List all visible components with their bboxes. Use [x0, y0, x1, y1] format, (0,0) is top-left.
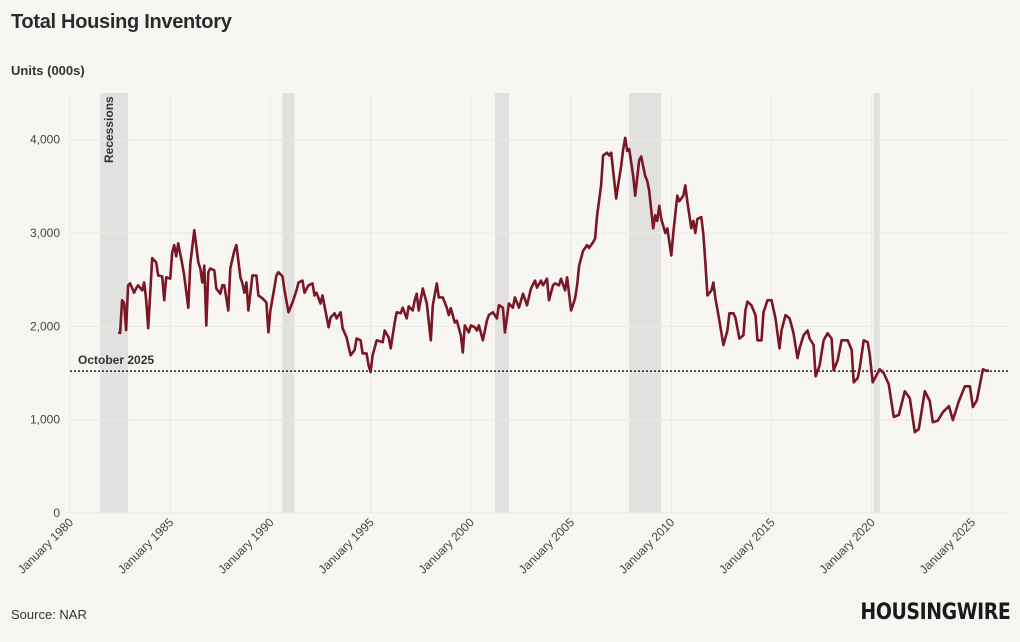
x-tick-label: January 2000 — [416, 515, 478, 577]
housingwire-logo: HOUSINGWIRE — [860, 600, 1010, 625]
recession-band — [494, 93, 509, 513]
recession-band — [282, 93, 295, 513]
x-tick-label: January 1985 — [115, 515, 177, 577]
x-tick-label: January 2010 — [616, 515, 678, 577]
x-tick-label: January 1980 — [15, 515, 77, 577]
x-tick-label: January 2020 — [816, 515, 878, 577]
x-tick-label: January 2025 — [917, 515, 979, 577]
chart-title: Total Housing Inventory — [11, 11, 232, 33]
y-tick-label: 1,000 — [30, 413, 60, 427]
y-tick-label: 4,000 — [30, 133, 60, 147]
recessions-label: Recessions — [102, 96, 116, 163]
recession-band — [629, 93, 662, 513]
source-note: Source: NAR — [11, 607, 87, 622]
y-tick-label: 3,000 — [30, 226, 60, 240]
y-tick-label: 0 — [53, 506, 60, 520]
recession-band — [873, 93, 880, 513]
reference-line-label: October 2025 — [78, 353, 154, 367]
inventory-series-line — [117, 136, 990, 434]
x-tick-label: January 1990 — [215, 515, 277, 577]
x-tick-label: January 2015 — [716, 515, 778, 577]
y-axis-label: Units (000s) — [11, 63, 85, 78]
x-tick-label: January 1995 — [315, 515, 377, 577]
y-tick-label: 2,000 — [30, 319, 60, 333]
x-tick-label: January 2005 — [516, 515, 578, 577]
